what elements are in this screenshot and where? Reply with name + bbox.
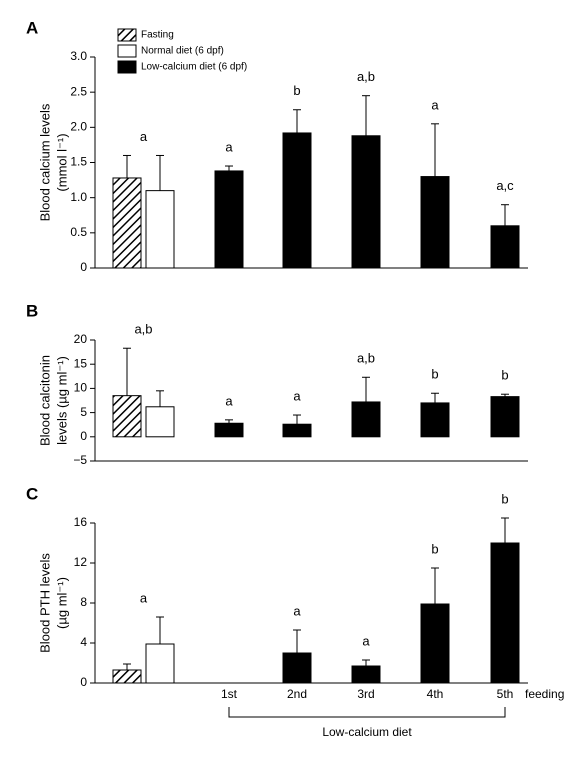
bar [145,643,175,684]
significance-letter: a [225,139,233,154]
significance-letter: a [225,393,233,408]
legend-swatch [117,28,137,42]
y-tick-label: 0 [80,429,87,443]
x-suffix: feeding [525,687,564,701]
y-tick-label: 4 [80,635,87,649]
y-tick-label: 1.5 [70,155,87,169]
bar [112,669,142,684]
x-tick-label: 1st [221,687,238,701]
bar [282,132,312,269]
significance-letter: a [293,388,301,403]
x-tick-label: 3rd [357,687,374,701]
bar [282,652,312,684]
legend-swatch [117,44,137,58]
y-axis-label: Blood calcitonin [37,355,52,446]
legend-label: Low-calcium diet (6 dpf) [141,62,247,73]
y-tick-label: 15 [74,356,88,370]
x-tick-label: 5th [497,687,514,701]
y-tick-label: 0 [80,260,87,274]
bar [490,225,520,269]
y-tick-label: 20 [74,332,88,346]
bracket-label: Low-calcium diet [322,725,412,739]
bar [282,423,312,438]
legend-label: Fasting [141,30,174,41]
significance-letter: a [431,97,439,112]
bar [145,190,175,269]
bar [490,396,520,438]
y-tick-label: 16 [74,515,88,529]
legend-label: Normal diet (6 dpf) [141,46,224,57]
significance-letter: b [293,83,300,98]
bar [351,665,381,684]
significance-letter: b [501,368,508,383]
y-tick-label: 0.5 [70,225,87,239]
panel-label: C [26,484,38,503]
y-tick-label: −5 [73,453,87,467]
y-axis-label: Blood calcium levels [37,103,52,221]
bar [112,177,142,269]
significance-letter: b [501,491,508,506]
bar [490,542,520,684]
significance-letter: a,b [357,69,375,84]
significance-letter: a,b [134,322,152,337]
y-axis-label: (mmol l⁻¹) [54,133,69,191]
y-tick-label: 1.0 [70,190,87,204]
y-tick-label: 2.5 [70,84,87,98]
bar [214,170,244,269]
panel-label: B [26,301,38,320]
significance-letter: a [293,603,301,618]
bar [112,395,142,438]
significance-letter: a [140,590,148,605]
y-tick-label: 3.0 [70,49,87,63]
significance-letter: a [362,633,370,648]
y-axis-label: levels (µg ml⁻¹) [54,356,69,445]
y-tick-label: 12 [74,555,88,569]
y-tick-label: 10 [74,381,88,395]
significance-letter: a [140,129,148,144]
legend-swatch [117,60,137,74]
y-axis-label: Blood PTH levels [37,553,52,653]
y-tick-label: 5 [80,405,87,419]
bar [351,401,381,438]
bar [214,422,244,438]
x-tick-label: 4th [427,687,444,701]
y-tick-label: 8 [80,595,87,609]
y-tick-label: 0 [80,675,87,689]
panel-label: A [26,18,38,37]
bar [420,603,450,684]
x-tick-label: 2nd [287,687,307,701]
bar [145,406,175,438]
bar [351,135,381,269]
significance-letter: a,c [496,178,514,193]
y-axis-label: (µg ml⁻¹) [54,577,69,629]
bar [420,402,450,438]
significance-letter: b [431,367,438,382]
significance-letter: b [431,541,438,556]
y-tick-label: 2.0 [70,120,87,134]
bar [420,176,450,269]
bracket [228,707,506,718]
significance-letter: a,b [357,351,375,366]
